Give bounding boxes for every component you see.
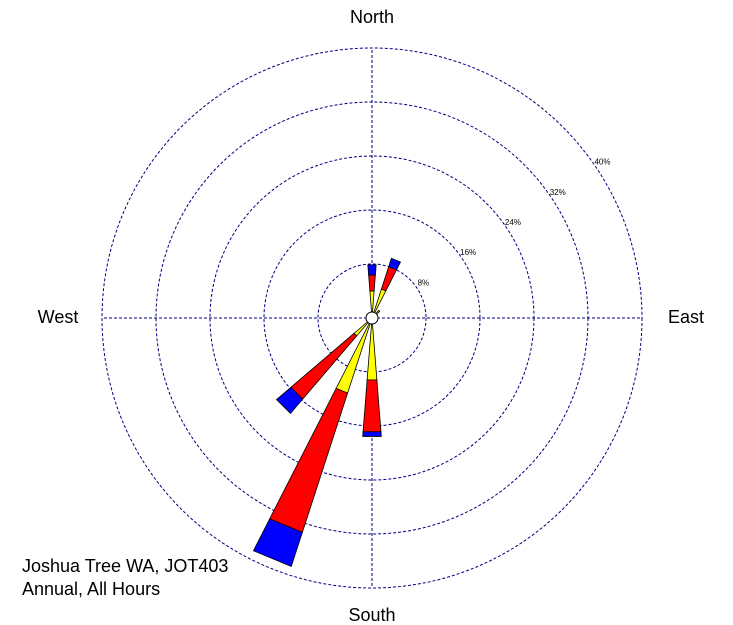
direction-label: West (38, 307, 79, 327)
grid-ring (101, 47, 643, 589)
ring-label: 40% (594, 158, 610, 167)
wedge-segment (269, 387, 349, 533)
direction-label: East (668, 307, 704, 327)
ring-label: 32% (550, 188, 566, 197)
ring-label: 24% (505, 218, 521, 227)
wedge-segment (380, 266, 398, 292)
chart-subtitle: Annual, All Hours (22, 579, 160, 599)
chart-title: Joshua Tree WA, JOT403 (22, 556, 228, 576)
wedges (252, 257, 402, 567)
wedge-segment (388, 257, 402, 271)
ring-label: 16% (460, 248, 476, 257)
grid-ring (317, 263, 427, 373)
wedge-segment (368, 274, 376, 292)
direction-label: South (348, 605, 395, 625)
wedge-segment (362, 431, 382, 437)
calm-circle (365, 311, 379, 325)
wedge-segment (378, 310, 380, 312)
ring-label: 8% (418, 278, 430, 287)
wedge-segment (275, 386, 304, 415)
wedge-segment (252, 518, 303, 567)
direction-label: North (350, 7, 394, 27)
wedge-segment (367, 264, 377, 276)
wedge-segment (362, 379, 382, 433)
